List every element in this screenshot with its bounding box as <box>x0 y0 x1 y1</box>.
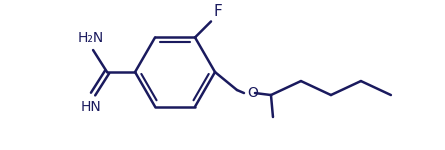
Text: H₂N: H₂N <box>78 31 104 45</box>
Text: O: O <box>247 86 258 100</box>
Text: F: F <box>213 4 222 20</box>
Text: HN: HN <box>81 100 101 114</box>
